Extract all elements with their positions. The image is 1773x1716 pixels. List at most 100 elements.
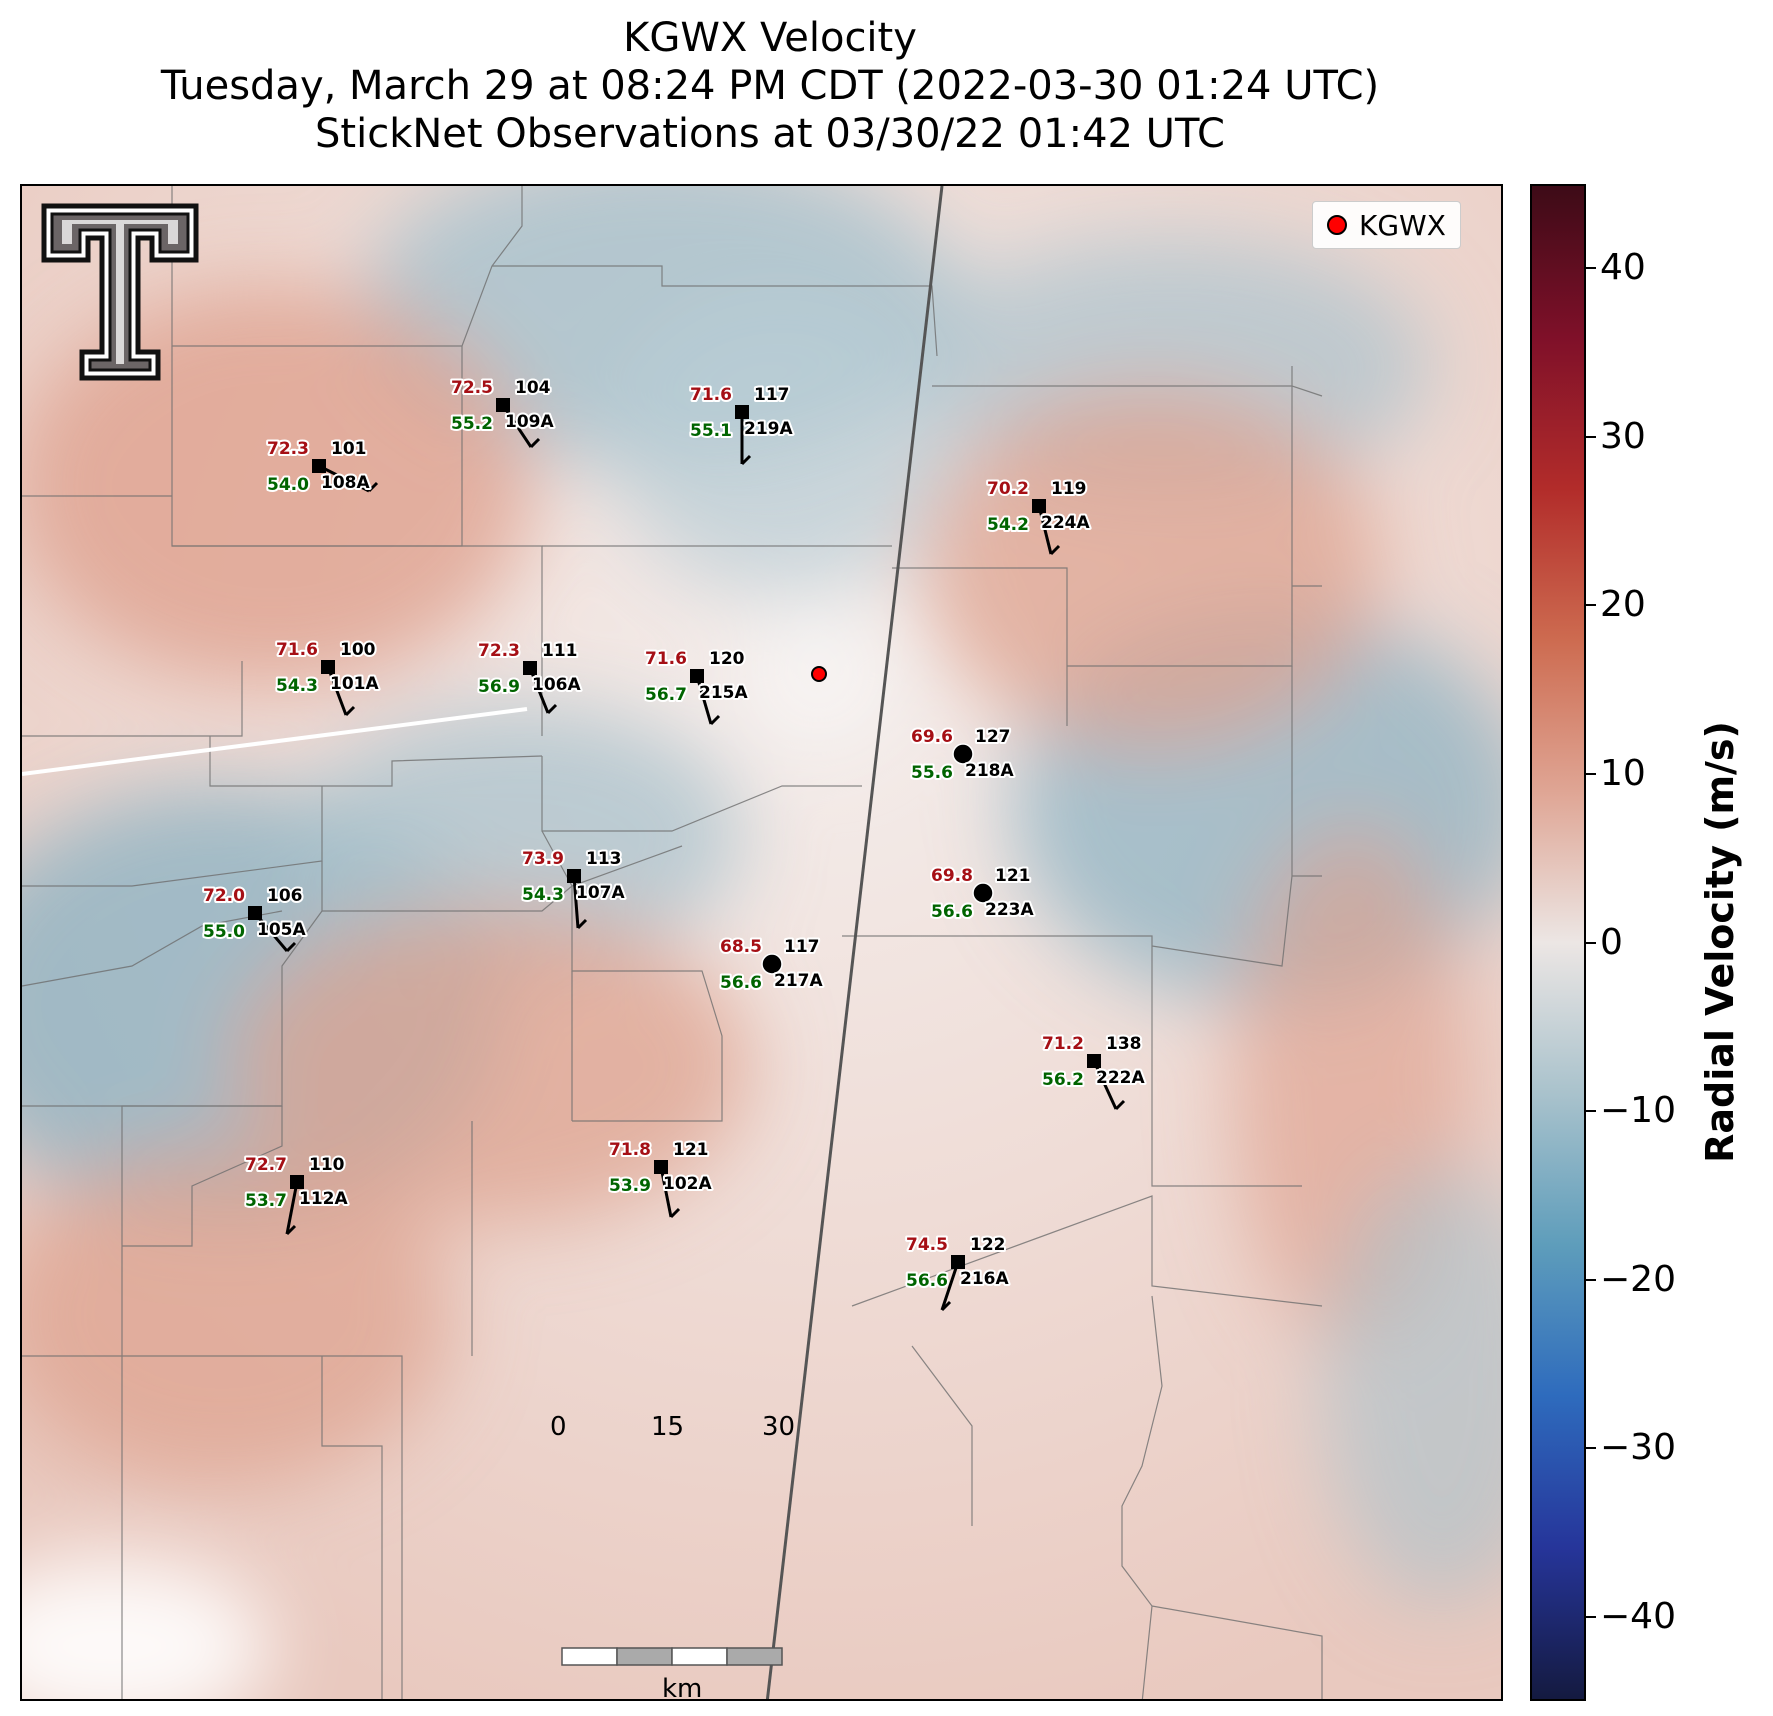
station-224A[interactable]: 70.2 119 54.2 224A bbox=[985, 477, 1092, 556]
wind-barb bbox=[1092, 1060, 1118, 1110]
wind-barb-flag bbox=[740, 454, 752, 466]
double-t-icon bbox=[41, 203, 199, 381]
station-temperature: 72.3 bbox=[478, 641, 520, 661]
station-id: 106A bbox=[532, 675, 581, 695]
scale-label-mid: 15 bbox=[651, 1412, 685, 1442]
colorbar-tick bbox=[1586, 604, 1596, 607]
wind-barb-flag bbox=[529, 437, 541, 449]
station-109A[interactable]: 72.5 104 55.2 109A bbox=[449, 376, 556, 449]
station-id: 105A bbox=[257, 920, 306, 940]
station-112A[interactable]: 72.7 110 53.7 112A bbox=[243, 1153, 350, 1236]
wind-barb-flag bbox=[367, 481, 379, 493]
station-marker bbox=[654, 1160, 668, 1174]
texas-tech-logo bbox=[40, 202, 200, 382]
colorbar-tick-label: 40 bbox=[1600, 247, 1646, 289]
colorbar-tick bbox=[1586, 1110, 1596, 1113]
wind-barb-flag bbox=[344, 705, 356, 717]
station-108A[interactable]: 72.3 101 54.0 108A bbox=[265, 437, 379, 497]
station-temperature: 71.6 bbox=[645, 649, 687, 669]
station-102A[interactable]: 71.8 121 53.9 102A bbox=[607, 1138, 714, 1219]
wind-barb-flag bbox=[546, 703, 558, 715]
station-gust: 106 bbox=[267, 886, 303, 906]
state-boundary bbox=[765, 186, 944, 1699]
station-dewpoint: 54.2 bbox=[987, 515, 1029, 535]
colorbar-tick bbox=[1586, 267, 1596, 270]
scale-label-end: 30 bbox=[762, 1412, 796, 1442]
station-dewpoint: 56.2 bbox=[1042, 1070, 1084, 1090]
colorbar-tick bbox=[1586, 1278, 1596, 1281]
wind-barb-flag bbox=[1114, 1099, 1126, 1111]
station-105A[interactable]: 72.0 106 55.0 105A bbox=[201, 884, 308, 953]
colorbar-tick bbox=[1586, 941, 1596, 944]
station-dewpoint: 55.6 bbox=[911, 763, 953, 783]
map-legend: KGWX bbox=[1312, 201, 1461, 249]
colorbar-tick-label: 10 bbox=[1600, 752, 1646, 794]
station-id: 224A bbox=[1041, 513, 1090, 533]
scale-segment bbox=[616, 1647, 673, 1666]
station-gust: 121 bbox=[995, 866, 1031, 886]
station-temperature: 71.8 bbox=[609, 1140, 651, 1160]
colorbar-tick bbox=[1586, 1447, 1596, 1450]
station-temperature: 71.2 bbox=[1042, 1034, 1084, 1054]
station-101A[interactable]: 71.6 100 54.3 101A bbox=[274, 638, 381, 717]
station-dewpoint: 56.6 bbox=[931, 902, 973, 922]
colorbar-tick-label: 0 bbox=[1600, 921, 1623, 963]
station-gust: 121 bbox=[673, 1140, 709, 1160]
radar-map-canvas: 72.3 101 54.0 108A 72.5 104 55.2 109A 71.6 117 55.… bbox=[22, 186, 1501, 1699]
station-gust: 100 bbox=[340, 640, 376, 660]
station-dewpoint: 56.7 bbox=[645, 685, 687, 705]
colorbar-tick-label: −10 bbox=[1600, 1090, 1676, 1132]
station-107A[interactable]: 73.9 113 54.3 107A bbox=[520, 847, 627, 930]
wind-barb-flag bbox=[709, 714, 721, 726]
station-calm-marker bbox=[761, 953, 783, 975]
station-dewpoint: 54.3 bbox=[522, 885, 564, 905]
station-216A[interactable]: 74.5 122 56.6 216A bbox=[904, 1233, 1011, 1312]
station-id: 109A bbox=[505, 412, 554, 432]
station-215A[interactable]: 71.6 120 56.7 215A bbox=[643, 647, 750, 726]
station-dewpoint: 55.1 bbox=[690, 421, 732, 441]
legend-radar-marker bbox=[1327, 215, 1347, 235]
station-id: 107A bbox=[576, 883, 625, 903]
station-dewpoint: 53.7 bbox=[245, 1191, 287, 1211]
station-218A[interactable]: 69.6 127 55.6 218A bbox=[909, 725, 1016, 785]
station-223A[interactable]: 69.8 121 56.6 223A bbox=[929, 864, 1036, 924]
station-temperature: 72.3 bbox=[267, 439, 309, 459]
legend-label: KGWX bbox=[1359, 208, 1446, 242]
county-boundaries bbox=[22, 186, 1323, 1699]
wind-barb bbox=[1037, 505, 1053, 555]
kgwx-radar-marker[interactable] bbox=[811, 666, 827, 682]
station-marker bbox=[523, 661, 537, 675]
station-calm-marker bbox=[952, 743, 974, 765]
station-marker bbox=[290, 1175, 304, 1189]
wind-barb bbox=[695, 675, 713, 725]
station-219A[interactable]: 71.6 117 55.1 219A bbox=[688, 383, 795, 466]
wind-barb bbox=[659, 1166, 673, 1218]
station-dewpoint: 55.2 bbox=[451, 414, 493, 434]
station-id: 222A bbox=[1096, 1068, 1145, 1088]
wind-barb-flag bbox=[669, 1207, 681, 1219]
station-marker bbox=[312, 459, 326, 473]
station-gust: 138 bbox=[1106, 1034, 1142, 1054]
station-id: 217A bbox=[774, 971, 823, 991]
station-marker bbox=[567, 869, 581, 883]
radar-map[interactable]: 72.3 101 54.0 108A 72.5 104 55.2 109A 71.6 117 55.… bbox=[20, 184, 1503, 1701]
station-dewpoint: 53.9 bbox=[609, 1176, 651, 1196]
station-id: 108A bbox=[321, 473, 370, 493]
station-marker bbox=[690, 669, 704, 683]
station-222A[interactable]: 71.2 138 56.2 222A bbox=[1040, 1032, 1147, 1111]
station-temperature: 68.5 bbox=[720, 937, 762, 957]
station-id: 223A bbox=[985, 900, 1034, 920]
station-106A[interactable]: 72.3 111 56.9 106A bbox=[476, 639, 583, 715]
station-temperature: 69.8 bbox=[931, 866, 973, 886]
station-marker bbox=[735, 405, 749, 419]
scale-segment bbox=[561, 1647, 618, 1666]
station-id: 216A bbox=[960, 1269, 1009, 1289]
station-temperature: 71.6 bbox=[276, 640, 318, 660]
colorbar-tick bbox=[1586, 435, 1596, 438]
station-temperature: 72.7 bbox=[245, 1155, 287, 1175]
station-217A[interactable]: 68.5 117 56.6 217A bbox=[718, 935, 825, 995]
station-dewpoint: 54.3 bbox=[276, 676, 318, 696]
wind-barb bbox=[318, 464, 370, 493]
station-marker bbox=[496, 398, 510, 412]
wind-barb bbox=[572, 875, 580, 929]
